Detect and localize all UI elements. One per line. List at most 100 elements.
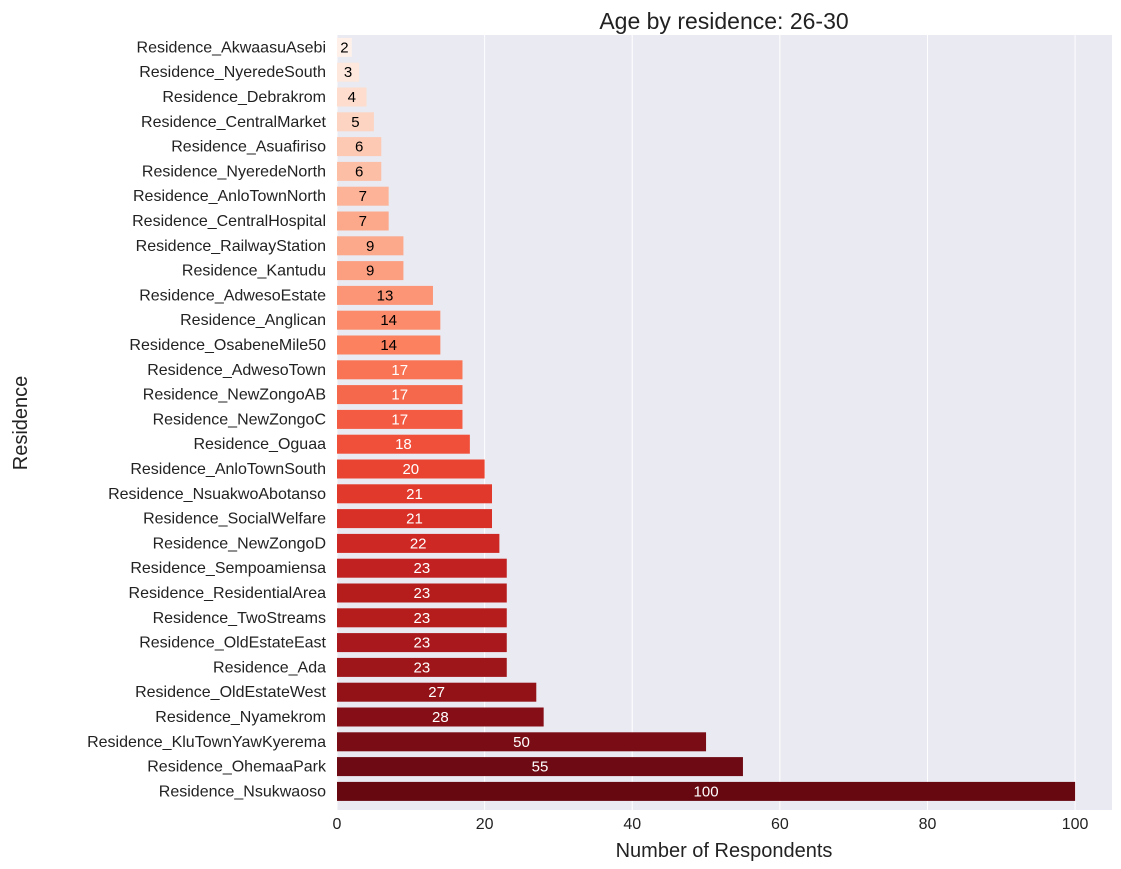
bar bbox=[337, 509, 492, 529]
value-label: 23 bbox=[414, 659, 431, 676]
value-label: 23 bbox=[414, 585, 431, 602]
chart-title: Age by residence: 26-30 bbox=[599, 8, 848, 34]
value-label: 17 bbox=[391, 387, 408, 404]
y-tick-label: Residence_Debrakrom bbox=[162, 89, 326, 106]
bar bbox=[337, 261, 404, 281]
value-label: 14 bbox=[380, 337, 397, 354]
bar bbox=[337, 781, 1076, 801]
bar bbox=[337, 732, 707, 752]
value-label: 55 bbox=[532, 759, 549, 776]
value-label: 27 bbox=[428, 684, 445, 701]
y-tick-label: Residence_NyeredeSouth bbox=[139, 64, 326, 81]
value-label: 3 bbox=[344, 64, 352, 81]
value-label: 100 bbox=[694, 783, 719, 800]
bar bbox=[337, 558, 507, 578]
value-label: 20 bbox=[402, 461, 419, 478]
value-label: 14 bbox=[380, 312, 397, 329]
bar bbox=[337, 459, 485, 479]
bar bbox=[337, 484, 492, 504]
x-tick-label: 40 bbox=[623, 816, 641, 833]
y-tick-label: Residence_CentralHospital bbox=[132, 213, 326, 230]
y-tick-label: Residence_TwoStreams bbox=[153, 610, 326, 627]
y-tick-label: Residence_OldEstateEast bbox=[139, 635, 326, 652]
bar bbox=[337, 285, 433, 305]
y-tick-label: Residence_OsabeneMile50 bbox=[129, 337, 326, 354]
bar bbox=[337, 335, 441, 355]
x-axis-label: Number of Respondents bbox=[616, 840, 833, 862]
bar bbox=[337, 707, 544, 727]
y-tick-label: Residence_Anglican bbox=[180, 312, 326, 329]
y-tick-label: Residence_AnloTownSouth bbox=[130, 461, 326, 478]
value-label: 28 bbox=[432, 709, 449, 726]
bar bbox=[337, 757, 743, 777]
y-tick-label: Residence_Asuafiriso bbox=[171, 139, 326, 156]
y-tick-label: Residence_KluTownYawKyerema bbox=[87, 734, 326, 751]
value-label: 9 bbox=[366, 263, 374, 280]
x-tick-labels: 0 20 40 60 80 100 bbox=[333, 816, 1089, 833]
bar bbox=[337, 633, 507, 653]
y-tick-label: Residence_Kantudu bbox=[182, 263, 326, 280]
y-axis-label: Residence bbox=[10, 376, 32, 471]
value-label: 13 bbox=[377, 287, 394, 304]
value-label: 23 bbox=[414, 610, 431, 627]
bar bbox=[337, 37, 352, 57]
bar bbox=[337, 62, 360, 82]
y-tick-label: Residence_NewZongoC bbox=[153, 411, 326, 428]
x-tick-label: 100 bbox=[1062, 816, 1089, 833]
bar bbox=[337, 87, 367, 107]
bar bbox=[337, 310, 441, 330]
plot-area bbox=[337, 35, 1112, 810]
y-tick-label: Residence_OhemaaPark bbox=[147, 759, 327, 776]
value-label: 6 bbox=[355, 139, 363, 156]
y-tick-label: Residence_AdwesoEstate bbox=[139, 287, 326, 304]
y-tick-label: Residence_Nsukwaoso bbox=[159, 783, 326, 800]
value-label: 7 bbox=[359, 213, 367, 230]
value-label: 22 bbox=[410, 535, 427, 552]
bar bbox=[337, 137, 382, 157]
bar bbox=[337, 112, 374, 132]
bar bbox=[337, 533, 500, 553]
value-label: 9 bbox=[366, 238, 374, 255]
bar bbox=[337, 161, 382, 181]
value-label: 6 bbox=[355, 163, 363, 180]
bar bbox=[337, 409, 463, 429]
value-label: 2 bbox=[340, 39, 348, 56]
y-tick-label: Residence_ResidentialArea bbox=[129, 585, 327, 602]
y-tick-label: Residence_NsuakwoAbotanso bbox=[108, 486, 326, 503]
y-tick-label: Residence_Oguaa bbox=[193, 436, 326, 453]
value-label: 23 bbox=[414, 635, 431, 652]
value-label: 23 bbox=[414, 560, 431, 577]
y-tick-label: Residence_Nyamekrom bbox=[155, 709, 326, 726]
x-tick-label: 20 bbox=[476, 816, 494, 833]
y-tick-label: Residence_SocialWelfare bbox=[143, 511, 326, 528]
y-tick-label: Residence_Sempoamiensa bbox=[130, 560, 326, 577]
x-tick-label: 80 bbox=[919, 816, 937, 833]
value-label: 4 bbox=[348, 89, 356, 106]
bars bbox=[337, 37, 1076, 801]
y-tick-label: Residence_RailwayStation bbox=[136, 238, 326, 255]
y-tick-label: Residence_NewZongoAB bbox=[143, 387, 326, 404]
value-label: 17 bbox=[391, 411, 408, 428]
x-tick-label: 60 bbox=[771, 816, 789, 833]
value-label: 50 bbox=[513, 734, 530, 751]
bar bbox=[337, 657, 507, 677]
y-tick-label: Residence_NyeredeNorth bbox=[142, 163, 326, 180]
bar bbox=[337, 583, 507, 603]
bar bbox=[337, 186, 389, 206]
y-tick-label: Residence_NewZongoD bbox=[153, 535, 326, 552]
y-tick-label: Residence_OldEstateWest bbox=[135, 684, 326, 701]
bar bbox=[337, 682, 537, 702]
bar bbox=[337, 360, 463, 380]
bar bbox=[337, 608, 507, 628]
value-label: 21 bbox=[406, 486, 423, 503]
y-tick-label: Residence_CentralMarket bbox=[141, 114, 327, 131]
bar bbox=[337, 211, 389, 231]
y-tick-label: Residence_AdwesoTown bbox=[147, 362, 326, 379]
value-label: 7 bbox=[359, 188, 367, 205]
x-tick-label: 0 bbox=[333, 816, 342, 833]
y-tick-label: Residence_Ada bbox=[213, 659, 326, 676]
y-tick-label: Residence_AnloTownNorth bbox=[133, 188, 326, 205]
value-labels: 2345667799131414171717182021212223232323… bbox=[340, 39, 718, 800]
bar bbox=[337, 236, 404, 256]
